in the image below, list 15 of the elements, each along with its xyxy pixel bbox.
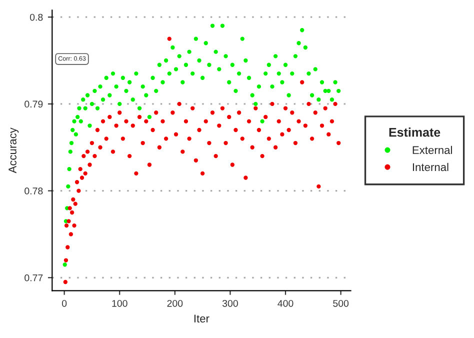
y-axis-title: Accuracy [8,128,19,174]
y-tick-label: 0.78 [24,188,43,194]
legend-title: Estimate [389,128,440,137]
x-tick-label: 300 [222,300,238,307]
x-tick-label: 0 [62,300,67,307]
x-tick-label: 400 [278,300,294,307]
y-tick-label: 0.77 [24,274,43,282]
legend-label: Internal [412,162,448,172]
x-tick-label: 100 [112,300,128,307]
x-axis-title: Iter [194,314,210,322]
y-tick-label: 0.8 [30,14,43,21]
legend-label: External [412,146,452,154]
y-tick-label: 0.79 [24,100,43,108]
x-tick-label: 500 [333,300,349,307]
x-tick-label: 200 [167,300,183,307]
